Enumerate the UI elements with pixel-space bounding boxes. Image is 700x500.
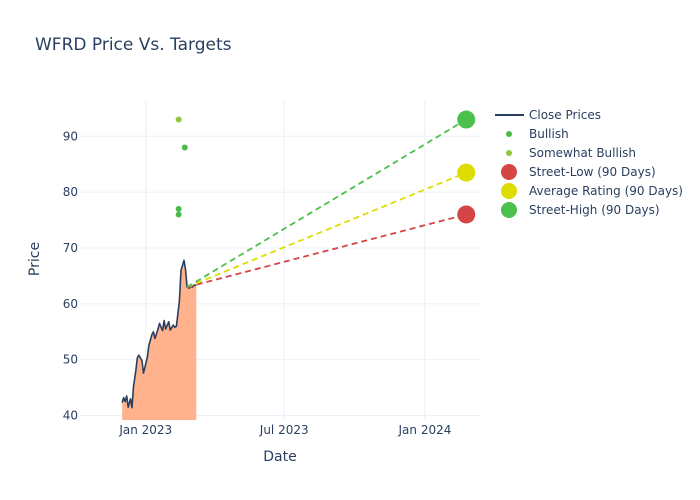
legend-label: Close Prices — [529, 108, 601, 122]
street-low-target-line — [186, 213, 467, 288]
target-markers — [457, 110, 476, 224]
close-price-path — [121, 259, 197, 409]
close-price-area — [122, 260, 197, 420]
x-tick-label: Jan 2024 — [398, 423, 452, 437]
legend-swatch-dot — [501, 183, 517, 199]
chart-title: WFRD Price Vs. Targets — [35, 35, 232, 55]
legend: Close Prices Bullish Somewhat Bullish Stree… — [495, 108, 683, 218]
rating-points — [175, 116, 188, 218]
legend-swatch-dot — [501, 164, 517, 180]
y-tick-label: 70 — [63, 241, 78, 255]
y-tick-label: 50 — [63, 353, 78, 367]
y-tick-label: 90 — [63, 129, 78, 143]
somewhat-bullish-point — [175, 116, 182, 123]
legend-label: Average Rating (90 Days) — [529, 184, 683, 198]
bullish-point — [175, 205, 182, 212]
street-high-marker — [457, 110, 476, 129]
y-axis-ticks: 40 50 60 70 80 90 — [63, 129, 78, 422]
y-tick-label: 60 — [63, 297, 78, 311]
bullish-point — [181, 144, 188, 151]
legend-label: Street-High (90 Days) — [529, 203, 660, 217]
legend-label: Bullish — [529, 127, 569, 141]
bullish-point — [175, 211, 182, 218]
x-tick-label: Jan 2023 — [118, 423, 172, 437]
x-axis-label: Date — [263, 449, 296, 465]
y-tick-label: 80 — [63, 185, 78, 199]
legend-swatch-dot — [501, 202, 517, 218]
x-axis-ticks: Jan 2023 Jul 2023 Jan 2024 — [118, 423, 451, 437]
close-price-area-fill — [122, 260, 197, 420]
legend-swatch-dot — [506, 150, 512, 156]
street-low-marker — [457, 205, 476, 224]
legend-swatch-dot — [506, 131, 512, 137]
street-high-target-line — [186, 118, 467, 288]
close-price-line — [121, 259, 197, 409]
legend-label: Somewhat Bullish — [529, 146, 636, 160]
average-marker — [457, 163, 476, 182]
y-tick-label: 40 — [63, 409, 78, 423]
legend-label: Street-Low (90 Days) — [529, 165, 656, 179]
y-axis-label: Price — [27, 242, 43, 276]
average-target-line — [186, 171, 467, 288]
target-lines — [186, 118, 467, 288]
x-tick-label: Jul 2023 — [259, 423, 309, 437]
